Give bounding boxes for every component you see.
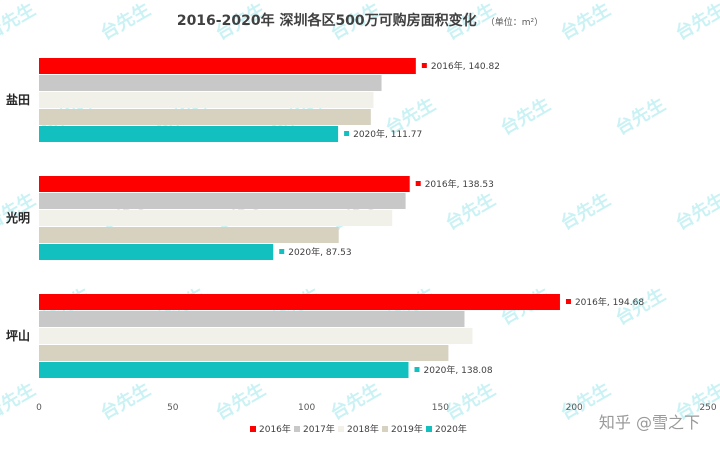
watermark-text: 台先生	[612, 93, 670, 139]
watermark-text: 台先生	[97, 378, 155, 424]
legend-swatch	[294, 426, 300, 432]
legend-label: 2020年	[435, 423, 467, 435]
x-tick-label: 200	[566, 403, 583, 413]
category-label: 光明	[5, 210, 30, 225]
credit-watermark: 知乎 @雪之下	[599, 413, 700, 432]
watermark-text: 台先生	[327, 378, 385, 424]
watermark-text: 台先生	[212, 378, 270, 424]
x-tick-label: 100	[298, 403, 315, 413]
bar-1-1	[39, 193, 406, 209]
chart-title-unit: （单位：m²）	[486, 16, 543, 28]
watermark-text: 台先生	[557, 0, 615, 44]
data-label-marker	[279, 249, 285, 254]
legend-swatch	[426, 426, 432, 432]
category-label: 盐田	[6, 92, 30, 107]
legend-label: 2019年	[391, 423, 423, 435]
watermark-text: 台先生	[497, 93, 555, 139]
bar-0-3	[39, 109, 371, 125]
x-tick-label: 250	[699, 403, 716, 413]
data-label: 2020年, 111.77	[353, 128, 422, 140]
data-label-marker	[421, 63, 427, 68]
data-label: 2020年, 138.08	[424, 364, 493, 376]
data-label-marker	[565, 299, 571, 304]
watermark-text: 台先生	[557, 188, 615, 234]
bar-1-0	[39, 176, 410, 192]
data-label: 2020年, 87.53	[288, 246, 351, 258]
bar-0-0	[39, 58, 416, 74]
bar-2-3	[39, 345, 449, 361]
watermark-text: 台先生	[97, 0, 155, 44]
legend-swatch	[338, 426, 344, 432]
data-label: 2016年, 138.53	[425, 178, 494, 190]
bar-1-2	[39, 210, 393, 226]
bar-2-0	[39, 294, 560, 310]
bar-2-4	[39, 362, 409, 378]
x-axis-ticks: 0 50 100 150 200 250	[36, 403, 717, 413]
watermark-text: 台先生	[0, 378, 39, 424]
watermark-text: 台先生	[672, 188, 720, 234]
bars	[39, 58, 560, 378]
bar-0-1	[39, 75, 382, 91]
x-tick-label: 0	[36, 403, 42, 413]
legend-swatch	[382, 426, 388, 432]
watermark-text: 台先生	[0, 0, 39, 44]
data-label-marker	[414, 367, 420, 372]
legend-swatch	[250, 426, 256, 432]
watermark-text: 台先生	[442, 188, 500, 234]
bar-1-4	[39, 244, 274, 260]
legend: 2016年 2017年 2018年 2019年 2020年	[250, 423, 467, 435]
bar-0-2	[39, 92, 374, 108]
bar-2-2	[39, 328, 473, 344]
data-label: 2016年, 140.82	[431, 60, 500, 72]
bar-2-1	[39, 311, 465, 327]
data-label: 2016年, 194.68	[575, 296, 644, 308]
watermark-text: 台先生	[672, 0, 720, 44]
x-tick-label: 50	[167, 403, 179, 413]
bar-1-3	[39, 227, 339, 243]
data-labels: 2016年, 140.82 2020年, 111.77 2016年, 138.53 2…	[279, 60, 644, 376]
data-label-marker	[344, 131, 350, 136]
category-label: 坪山	[6, 328, 30, 343]
x-tick-label: 150	[432, 403, 449, 413]
chart-title-main: 2016-2020年 深圳各区500万可购房面积变化	[177, 12, 477, 29]
bar-0-4	[39, 126, 339, 142]
legend-label: 2017年	[303, 423, 335, 435]
data-label-marker	[415, 181, 421, 186]
watermark-text: 台先生	[442, 378, 500, 424]
legend-label: 2016年	[259, 423, 291, 435]
chart-title: 2016-2020年 深圳各区500万可购房面积变化 （单位：m²）	[177, 10, 543, 29]
legend-label: 2018年	[347, 423, 379, 435]
